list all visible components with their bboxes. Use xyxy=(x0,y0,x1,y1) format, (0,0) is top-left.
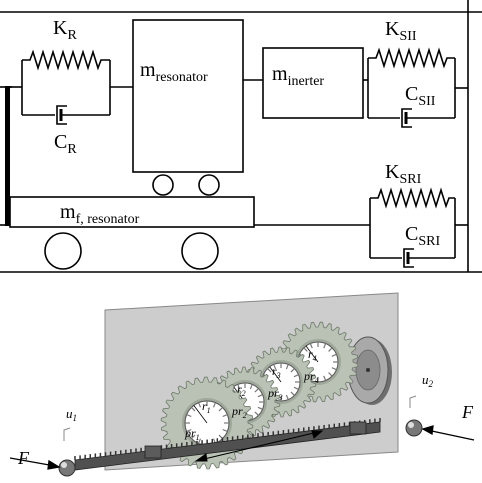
disp-marker-right xyxy=(409,395,417,408)
label-cr: CR xyxy=(54,131,77,157)
frame-wheel-right xyxy=(181,232,219,270)
resonator-wheel-right xyxy=(198,174,220,196)
label-kr: KR xyxy=(53,17,77,43)
schematic-labels: KR CR mresonator minerter KSII CSII mf, … xyxy=(53,17,440,249)
label-csri: CSRI xyxy=(405,223,440,249)
gear-label-pr1: pr1 xyxy=(184,426,200,442)
resonator-wheel-left xyxy=(152,174,174,196)
gear-label-pr2: pr2 xyxy=(231,404,247,420)
left-terminal xyxy=(58,459,76,477)
gear-labels: r1 pr1 r2 pr2 r3 pr3 r4 pr4 xyxy=(184,347,319,442)
flywheel xyxy=(347,336,392,405)
gear-label-pr3: pr3 xyxy=(267,386,283,402)
frame-resonator-mass xyxy=(9,196,255,228)
mechanism-labels: F F u1 u2 xyxy=(17,372,474,468)
label-m-resonator: mresonator xyxy=(140,59,208,85)
resonator-mass xyxy=(132,19,244,173)
damper-cr xyxy=(22,105,110,125)
gear-label-r4: r4 xyxy=(308,347,317,363)
gear-label-r1: r1 xyxy=(202,399,211,415)
force-arrow-right xyxy=(421,425,475,441)
label-u2: u2 xyxy=(422,372,434,389)
label-m-inerter: minerter xyxy=(272,63,324,89)
label-csii: CSII xyxy=(405,83,436,109)
mechanism-illustration: r1 pr1 r2 pr2 r3 pr3 r4 pr4 xyxy=(9,292,475,477)
inerter-mass xyxy=(262,47,364,119)
disp-marker-left xyxy=(63,427,71,441)
rack xyxy=(74,418,381,471)
label-force-right: F xyxy=(461,402,474,422)
spring-kr xyxy=(22,49,110,71)
label-force-left: F xyxy=(17,448,30,468)
force-arrow-left xyxy=(9,457,61,470)
gear-label-r3: r3 xyxy=(272,364,281,380)
rack-carriage-1 xyxy=(144,445,162,459)
rack-carriage-2 xyxy=(349,421,367,435)
ksri-csri-parallel xyxy=(369,187,468,268)
label-u1: u1 xyxy=(66,406,77,423)
gear-label-r2: r2 xyxy=(237,382,246,398)
schematic-diagram xyxy=(0,0,482,273)
ksii-csii-parallel xyxy=(367,47,468,128)
gear-label-pr4: pr4 xyxy=(303,369,319,385)
travel-arrow xyxy=(194,430,324,462)
right-terminal xyxy=(405,419,423,437)
frame-wheel-left xyxy=(44,232,82,270)
left-vertical-bar xyxy=(5,86,10,226)
spring-ksii xyxy=(368,47,455,69)
label-ksri: KSRI xyxy=(385,161,422,187)
damper-csii xyxy=(368,108,455,128)
spring-ksri xyxy=(370,187,455,209)
kr-cr-parallel xyxy=(10,49,133,125)
label-m-f-resonator: mf, resonator xyxy=(60,201,140,227)
damper-csri xyxy=(370,248,455,268)
label-ksii: KSII xyxy=(385,18,417,44)
